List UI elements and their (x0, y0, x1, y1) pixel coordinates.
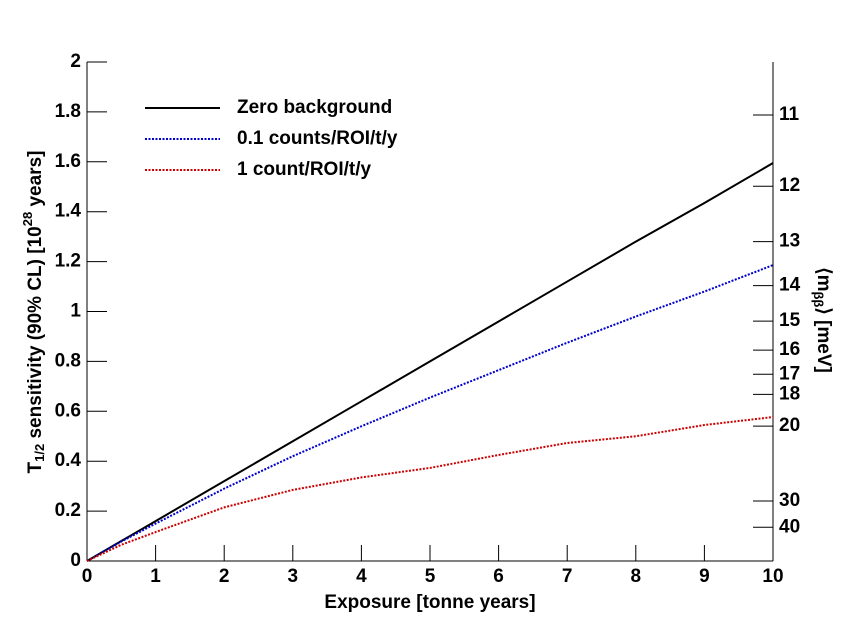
x-tick-label: 2 (219, 566, 230, 587)
y-tick-label: 1.2 (55, 251, 81, 272)
y-label-sup: 28 (20, 212, 35, 226)
y2-tick-label: 12 (779, 175, 800, 196)
y-tick-label: 1.4 (55, 201, 82, 222)
y-label-part: years] (25, 151, 46, 212)
y2-label-part: ⟩ [meV] (813, 307, 834, 372)
y2-tick-label: 18 (779, 383, 800, 404)
y-tick-label: 0 (70, 550, 81, 571)
legend-label: 0.1 counts/ROI/t/y (237, 128, 398, 149)
x-tick-label: 0 (82, 566, 93, 587)
x-tick-label: 3 (288, 566, 299, 587)
y-tick-label: 1.6 (55, 151, 81, 172)
x-tick-label: 9 (699, 566, 710, 587)
y2-tick-label: 40 (779, 516, 800, 537)
y-tick-label: 1 (70, 301, 81, 322)
y-tick-label: 0.2 (55, 500, 81, 521)
y2-label-sub: ββ (811, 291, 826, 307)
y2-tick-label: 17 (779, 363, 800, 384)
x-tick-label: 7 (562, 566, 573, 587)
legend-label: 1 count/ROI/t/y (237, 159, 372, 180)
y-label-part: sensitivity (90% CL) [10 (25, 226, 46, 444)
y2-tick-label: 16 (779, 339, 800, 360)
y-tick-label: 2 (70, 51, 81, 72)
y2-tick-label: 14 (779, 275, 801, 296)
x-axis-label: Exposure [tonne years] (324, 592, 535, 613)
y-label-part: T (25, 461, 46, 473)
y-tick-label: 0.6 (55, 400, 81, 421)
x-tick-label: 1 (150, 566, 161, 587)
y2-axis-label: ⟨mββ⟩ [meV] (811, 267, 834, 373)
series-line (86, 162, 774, 562)
y-label-sub: 1/2 (32, 444, 47, 462)
x-tick-label: 6 (493, 566, 504, 587)
series-line (86, 416, 774, 562)
series-line (86, 264, 774, 562)
y2-tick-label: 13 (779, 231, 800, 252)
y2-tick-label: 20 (779, 415, 800, 436)
x-tick-label: 10 (762, 566, 783, 587)
x-tick-label: 5 (425, 566, 436, 587)
y2-label-part: ⟨m (813, 267, 834, 291)
x-tick-label: 8 (631, 566, 642, 587)
legend-label: Zero background (237, 97, 392, 118)
y-tick-label: 0.8 (55, 350, 81, 371)
y-axis-label: T1/2 sensitivity (90% CL) [1028 years] (20, 151, 47, 474)
x-tick-label: 4 (356, 566, 367, 587)
y2-tick-label: 30 (779, 490, 800, 511)
y-tick-label: 1.8 (55, 101, 81, 122)
y-tick-label: 0.4 (55, 450, 82, 471)
y2-tick-label: 11 (779, 104, 800, 125)
y2-tick-label: 15 (779, 310, 801, 331)
